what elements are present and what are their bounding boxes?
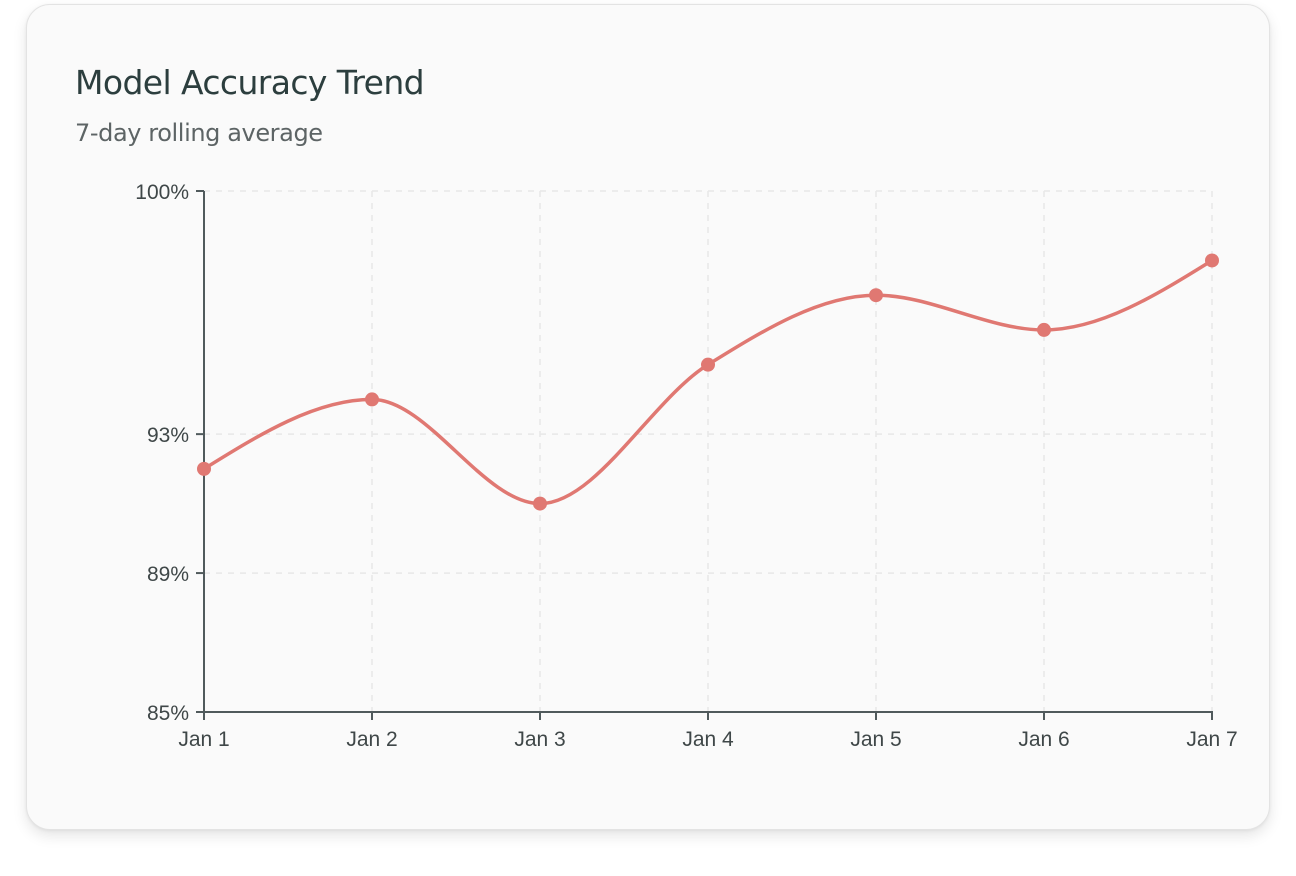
- y-tick-label: 100%: [135, 181, 189, 204]
- chart-subtitle: 7-day rolling average: [75, 119, 323, 147]
- axes: 85% 89% 93% 100% Jan 1 Jan 2 Jan 3 Jan 4 Jan 5 Ja…: [135, 181, 1237, 751]
- data-point: [533, 496, 547, 511]
- x-tick-label: Jan 6: [1018, 728, 1069, 751]
- data-point: [365, 392, 379, 407]
- x-tick-label: Jan 2: [346, 728, 397, 751]
- chart-title: Model Accuracy Trend: [75, 63, 425, 102]
- y-tick-label: 89%: [147, 563, 189, 586]
- data-points: [197, 253, 1219, 511]
- x-tick-label: Jan 1: [178, 728, 229, 751]
- y-tick-label: 93%: [147, 424, 189, 447]
- data-point: [869, 288, 883, 303]
- data-point: [1037, 322, 1051, 337]
- x-tick-label: Jan 3: [514, 728, 565, 751]
- grid: [204, 190, 1213, 713]
- data-point: [1205, 253, 1219, 268]
- data-point: [701, 357, 715, 372]
- x-tick-label: Jan 5: [850, 728, 901, 751]
- chart-card: Model Accuracy Trend 7-day rolling avera…: [26, 4, 1270, 830]
- y-tick-label: 85%: [147, 702, 189, 725]
- x-tick-label: Jan 7: [1186, 728, 1237, 751]
- data-point: [197, 461, 211, 476]
- x-tick-label: Jan 4: [682, 728, 734, 751]
